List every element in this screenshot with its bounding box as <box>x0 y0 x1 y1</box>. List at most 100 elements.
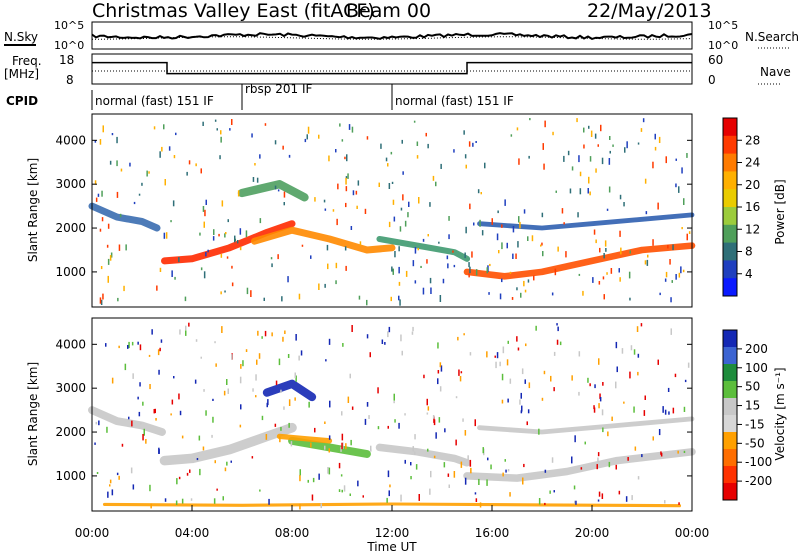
speckle-mark <box>670 297 672 303</box>
speckle-mark <box>597 452 600 457</box>
scatter-band-0 <box>88 406 166 436</box>
speckle-mark <box>433 419 436 426</box>
speckle-mark <box>602 382 604 386</box>
speckle-mark <box>682 269 685 273</box>
speckle-mark <box>684 379 687 383</box>
speckle-mark <box>401 350 403 356</box>
speckle-mark <box>578 155 580 163</box>
speckle-mark <box>640 323 643 327</box>
speckle-mark <box>505 469 507 473</box>
speckle-mark <box>270 257 273 260</box>
speckle-mark <box>366 299 368 306</box>
speckle-mark <box>245 349 248 352</box>
speckle-mark <box>170 220 172 223</box>
speckle-mark <box>527 279 530 283</box>
speckle-mark <box>612 144 614 147</box>
speckle-mark <box>593 229 596 235</box>
speckle-mark <box>662 406 664 413</box>
speckle-mark <box>214 341 216 344</box>
speckle-mark <box>239 376 242 384</box>
speckle-mark <box>502 346 505 354</box>
speckle-mark <box>415 464 418 470</box>
speckle-mark <box>203 389 205 392</box>
speckle-mark <box>307 479 309 483</box>
speckle-mark <box>158 369 160 375</box>
speckle-mark <box>601 157 604 165</box>
speckle-mark <box>290 441 293 447</box>
speckle-mark <box>457 336 459 341</box>
frequency-tick-bottom: 8 <box>66 73 74 87</box>
velocity-colorbar-ticks: 200 100 50 15 -15 -50 -100 -200 <box>737 342 772 488</box>
colorbar-swatch <box>723 171 737 190</box>
speckle-mark <box>616 366 618 373</box>
speckle-mark <box>496 352 499 359</box>
speckle-mark <box>355 190 358 195</box>
speckle-mark <box>173 376 175 379</box>
speckle-mark <box>646 259 649 266</box>
speckle-mark <box>280 389 282 393</box>
noise-sky-line <box>91 32 693 40</box>
speckle-mark <box>288 154 291 158</box>
speckle-mark <box>405 270 408 277</box>
speckle-mark <box>99 228 102 232</box>
speckle-mark <box>223 390 226 396</box>
speckle-mark <box>647 254 649 258</box>
speckle-mark <box>250 290 252 297</box>
speckle-mark <box>637 371 639 376</box>
speckle-mark <box>594 133 597 139</box>
speckle-mark <box>484 162 486 169</box>
speckle-mark <box>155 418 157 421</box>
power-ylabel: Slant Range [km] <box>26 158 40 262</box>
speckle-mark <box>281 296 283 302</box>
speckle-mark <box>543 163 545 170</box>
speckle-mark <box>636 326 639 332</box>
scatter-band-3 <box>276 433 333 444</box>
speckle-mark <box>377 387 379 394</box>
speckle-mark <box>328 467 331 475</box>
speckle-mark <box>344 156 346 160</box>
speckle-mark <box>404 459 406 464</box>
speckle-mark <box>120 168 123 172</box>
noise-search-line <box>92 36 693 40</box>
speckle-mark <box>109 255 112 261</box>
speckle-mark <box>418 197 420 204</box>
speckle-mark <box>631 495 633 501</box>
speckle-mark <box>224 467 227 472</box>
speckle-mark <box>351 126 354 133</box>
speckle-mark <box>402 171 404 175</box>
speckle-mark <box>469 203 471 210</box>
speckle-mark <box>475 498 478 502</box>
speckle-mark <box>387 331 389 338</box>
colorbar-swatch <box>723 483 737 501</box>
speckle-mark <box>414 247 417 254</box>
speckle-mark <box>400 334 402 342</box>
scatter-band-6 <box>477 416 695 435</box>
speckle-mark <box>521 405 523 412</box>
speckle-mark <box>411 331 414 335</box>
speckle-mark <box>413 120 416 123</box>
speckle-mark <box>634 446 637 451</box>
speckle-mark <box>314 427 316 433</box>
speckle-mark <box>601 493 604 499</box>
y-tick-label: 2000 <box>55 221 86 235</box>
noise-right-label: N.Search <box>745 30 799 44</box>
speckle-mark <box>593 405 595 410</box>
speckle-mark <box>345 443 347 450</box>
speckle-mark <box>607 431 609 437</box>
speckle-mark <box>264 123 267 126</box>
speckle-mark <box>327 467 329 474</box>
speckle-mark <box>610 268 613 274</box>
speckle-mark <box>665 156 667 164</box>
speckle-mark <box>307 126 310 134</box>
speckle-mark <box>603 253 605 259</box>
cpid-segment-1: normal (fast) 151 IF <box>95 94 214 108</box>
speckle-mark <box>477 189 480 194</box>
speckle-mark <box>94 442 96 445</box>
speckle-mark <box>231 119 233 125</box>
speckle-mark <box>528 382 531 389</box>
speckle-mark <box>542 143 544 150</box>
speckle-mark <box>324 421 326 424</box>
speckle-mark <box>430 287 432 294</box>
scatter-band-2 <box>288 436 371 458</box>
speckle-mark <box>105 343 107 347</box>
